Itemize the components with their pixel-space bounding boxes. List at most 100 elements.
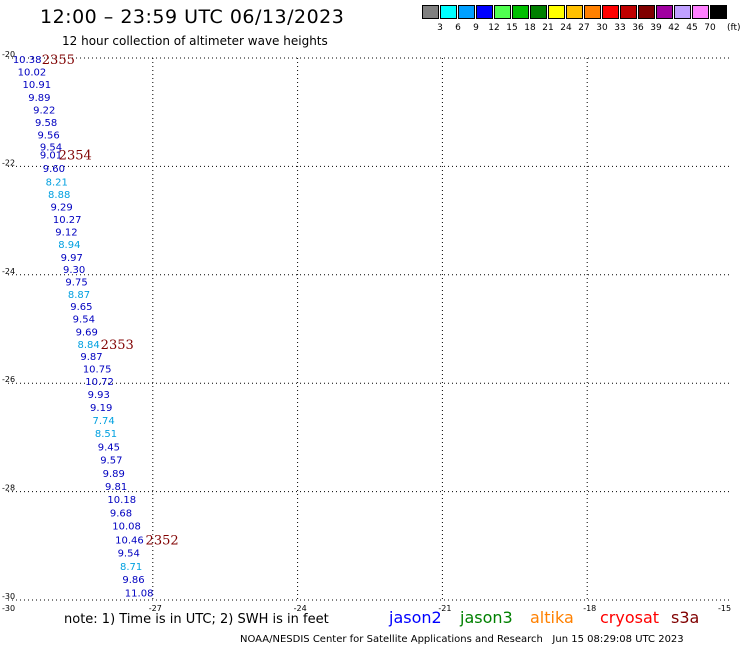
wave-height-label: 9.57: [100, 456, 122, 467]
generated-timestamp: Jun 15 08:29:08 UTC 2023: [552, 634, 684, 645]
wave-height-label: 9.89: [103, 469, 125, 480]
scale-label: 3: [437, 23, 443, 33]
lon-label: -15: [718, 604, 731, 613]
scale-swatch: [566, 5, 583, 19]
wave-height-label: 10.38: [13, 55, 42, 66]
wave-height-label: 9.56: [37, 130, 59, 141]
lat-label: -20: [2, 50, 15, 59]
wave-height-label: 8.87: [68, 290, 90, 301]
wave-height-label: 8.94: [58, 240, 80, 251]
wave-height-label: 11.08: [125, 588, 154, 599]
scale-unit: (ft): [727, 23, 740, 33]
wave-height-label: 10.08: [112, 522, 141, 533]
map-title: 12:00 – 23:59 UTC 06/13/2023: [40, 6, 345, 28]
pass-time-label: 2355: [42, 53, 75, 68]
wave-height-label: 9.75: [65, 277, 87, 288]
credit-text: NOAA/NESDIS Center for Satellite Applica…: [240, 634, 543, 645]
map-subtitle: 12 hour collection of altimeter wave hei…: [62, 34, 328, 48]
wave-height-label: 9.81: [105, 482, 127, 493]
pass-time-label: 2353: [101, 338, 134, 353]
scale-label: 33: [614, 23, 626, 33]
scale-swatch: [656, 5, 673, 19]
satellite-legend-item: s3a: [671, 608, 700, 627]
wave-height-label: 9.12: [55, 227, 77, 238]
wave-height-label: 9.30: [63, 265, 85, 276]
wave-height-label: 9.68: [110, 509, 132, 520]
wave-height-label: 10.75: [83, 365, 112, 376]
scale-label: 18: [524, 23, 536, 33]
scale-swatch: [458, 5, 475, 19]
scale-swatch: [638, 5, 655, 19]
wave-height-label: 9.87: [80, 352, 102, 363]
lon-label: -30: [2, 604, 15, 613]
scale-label: 15: [506, 23, 518, 33]
wave-height-label: 10.91: [22, 80, 51, 91]
lon-label: -21: [438, 604, 451, 613]
scale-swatch: [530, 5, 547, 19]
lat-label: -26: [2, 375, 15, 384]
wave-height-label: 9.54: [73, 315, 95, 326]
scale-swatch: [494, 5, 511, 19]
wave-height-label: 8.84: [78, 340, 100, 351]
wave-height-label: 10.27: [53, 215, 82, 226]
footer-credit: NOAA/NESDIS Center for Satellite Applica…: [240, 634, 684, 645]
wave-height-label: 9.54: [40, 142, 62, 153]
satellite-legend-item: altika: [530, 608, 574, 627]
wave-height-label: 9.86: [122, 575, 144, 586]
scale-swatch: [440, 5, 457, 19]
wave-height-label: 8.21: [46, 178, 68, 189]
scale-swatch: [710, 5, 727, 19]
scale-label: 21: [542, 23, 554, 33]
satellite-legend-item: cryosat: [600, 608, 660, 627]
wave-height-label: 9.93: [88, 390, 110, 401]
wave-height-label: 9.22: [33, 105, 55, 116]
pass-time-label: 2354: [59, 148, 92, 163]
wave-height-label: 9.58: [35, 118, 57, 129]
footer-note: note: 1) Time is in UTC; 2) SWH is in fe…: [64, 612, 329, 627]
scale-label: 9: [473, 23, 479, 33]
lon-label: -27: [149, 604, 162, 613]
scale-label: 30: [596, 23, 608, 33]
scale-label: 12: [488, 23, 500, 33]
lon-label: -24: [294, 604, 307, 613]
wave-height-label: 8.71: [120, 562, 142, 573]
scale-swatch: [602, 5, 619, 19]
lat-label: -24: [2, 267, 15, 276]
scale-label: 24: [560, 23, 572, 33]
lon-label: -18: [583, 604, 596, 613]
wave-height-label: 10.18: [107, 495, 136, 506]
wave-height-label: 7.74: [92, 416, 114, 427]
scale-swatch: [422, 5, 439, 19]
scale-label: 45: [686, 23, 698, 33]
scale-label: 27: [578, 23, 590, 33]
scale-swatch: [548, 5, 565, 19]
scale-swatch: [692, 5, 709, 19]
wave-height-label: 8.51: [95, 429, 117, 440]
scale-swatch: [674, 5, 691, 19]
wave-height-label: 10.72: [85, 377, 114, 388]
wave-height-label: 9.60: [43, 164, 65, 175]
scale-swatch: [620, 5, 637, 19]
wave-height-label: 9.97: [61, 253, 83, 264]
satellite-legend-item: jason2: [389, 608, 442, 627]
wave-height-label: 10.02: [18, 68, 47, 79]
pass-time-label: 2352: [146, 533, 179, 548]
scale-label: 42: [668, 23, 680, 33]
scale-label: 70: [704, 23, 716, 33]
satellite-legend-item: jason3: [460, 608, 513, 627]
wave-height-label: 9.45: [98, 443, 120, 454]
wave-height-label: 9.29: [50, 203, 72, 214]
lat-label: -30: [2, 592, 15, 601]
wave-height-label: 10.46: [115, 535, 144, 546]
scale-swatch: [584, 5, 601, 19]
wave-height-label: 9.54: [118, 548, 140, 559]
scale-swatch: [476, 5, 493, 19]
wave-height-label: 8.88: [48, 190, 70, 201]
scale-swatch: [512, 5, 529, 19]
wave-height-label: 9.65: [70, 302, 92, 313]
lat-label: -28: [2, 484, 15, 493]
scale-label: 6: [455, 23, 461, 33]
scale-label: 39: [650, 23, 662, 33]
wave-height-label: 9.19: [90, 403, 112, 414]
